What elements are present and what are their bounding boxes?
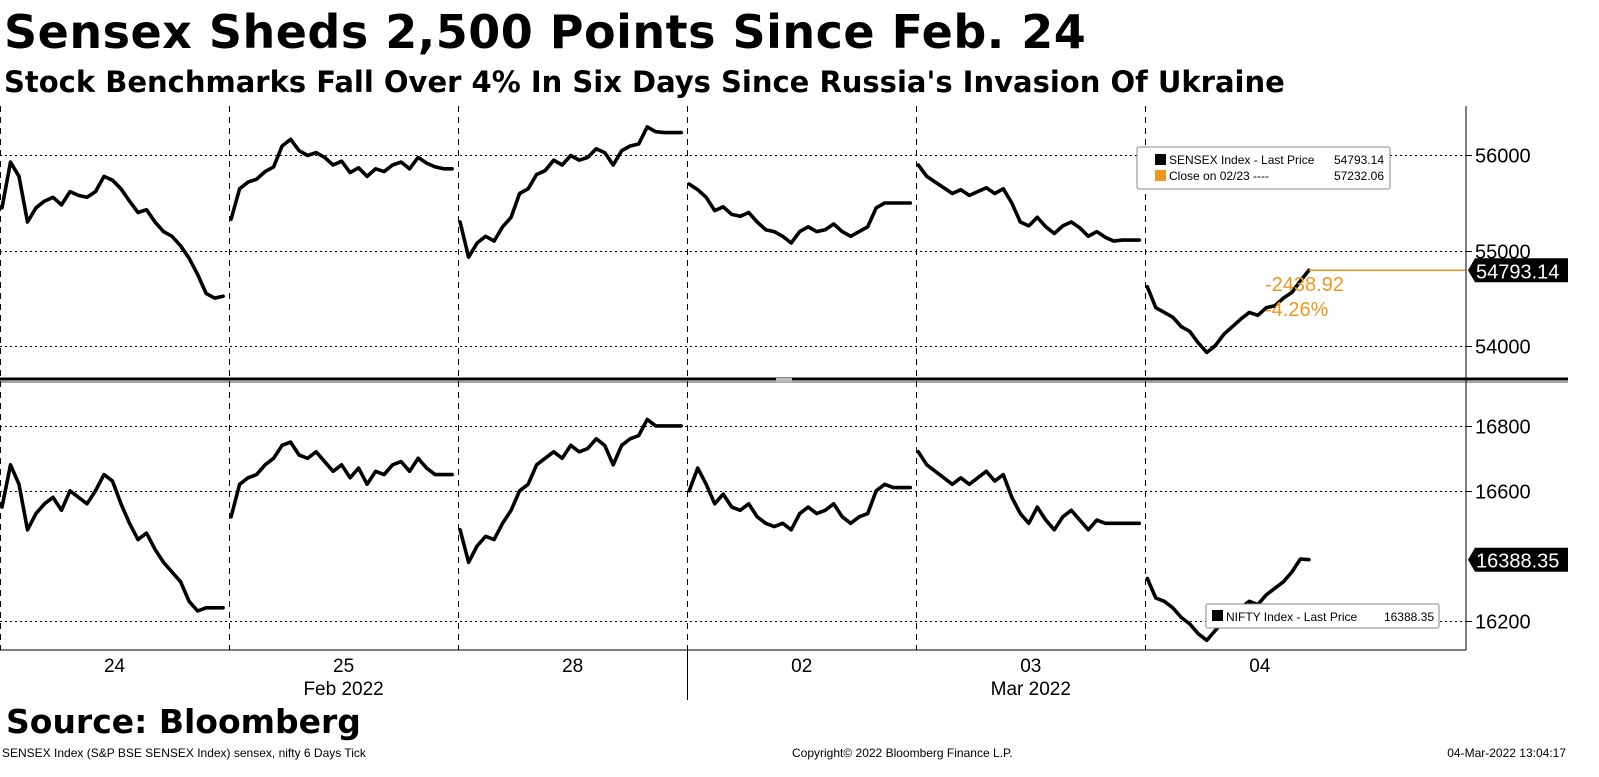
x-tick-label: 24: [104, 656, 126, 677]
legend-value: 16388.35: [1384, 610, 1434, 624]
series-line-day-24: [0, 160, 225, 300]
y-tick-label: 54000: [1475, 337, 1531, 359]
source-label: Source: Bloomberg: [6, 702, 361, 741]
legend-swatch: [1212, 610, 1223, 621]
last-price-value: 54793.14: [1476, 261, 1559, 283]
legend-swatch: [1155, 154, 1166, 165]
y-tick-label: 55000: [1475, 242, 1531, 264]
series-line-day-03: [916, 450, 1142, 532]
y-tick-label: 56000: [1475, 146, 1531, 168]
footer-copyright: Copyright© 2022 Bloomberg Finance L.P.: [792, 746, 1013, 760]
legend-label: Close on 02/23 ----: [1169, 169, 1269, 183]
bloomberg-chart: 54000 55000 56000 54793.14 -2438.92 -4.26% SEN…: [0, 106, 1568, 700]
last-price-tag: 16388.35: [1468, 547, 1568, 573]
legend-label: SENSEX Index - Last Price: [1169, 153, 1315, 167]
legend-label: NIFTY Index - Last Price: [1226, 610, 1357, 624]
footer-timestamp: 04-Mar-2022 13:04:17: [1447, 746, 1566, 760]
x-tick-label: 28: [562, 656, 583, 677]
last-price-tag-bg: [1468, 547, 1568, 572]
chart-title: Sensex Sheds 2,500 Points Since Feb. 24: [4, 5, 1087, 59]
x-tick-label: 04: [1249, 656, 1271, 677]
legend-swatch: [1155, 170, 1166, 181]
series-line-day-28: [458, 417, 683, 565]
legend-box: [1136, 146, 1391, 190]
y-tick-label: 16600: [1475, 482, 1531, 504]
x-month-label: Feb 2022: [303, 679, 383, 700]
series-line-day-04: [1145, 268, 1311, 355]
last-price-tag: 54793.14: [1468, 258, 1568, 283]
legend-box: [1205, 603, 1440, 629]
last-price-tag-bg: [1468, 258, 1568, 283]
x-tick-label: 03: [1020, 656, 1041, 677]
y-tick-label: 16200: [1475, 612, 1531, 634]
series-line-day-25: [229, 137, 454, 221]
series-line-day-24: [0, 463, 225, 613]
x-tick-label: 02: [791, 656, 812, 677]
series-line-day-25: [229, 440, 454, 519]
legend-value: 57232.06: [1334, 169, 1384, 183]
series-line-day-28: [458, 125, 683, 259]
legend-value: 54793.14: [1334, 153, 1384, 167]
chart-subtitle: Stock Benchmarks Fall Over 4% In Six Day…: [4, 65, 1285, 99]
change-label: -4.26%: [1265, 299, 1329, 321]
series-line-day-03: [916, 163, 1142, 243]
legend: SENSEX Index - Last Price 54793.14 Close o…: [1136, 146, 1391, 190]
legend: NIFTY Index - Last Price 16388.35: [1205, 603, 1440, 629]
series-line-day-02: [687, 182, 913, 245]
change-label: -2438.92: [1265, 274, 1344, 296]
x-tick-label: 25: [333, 656, 354, 677]
y-tick-label: 16800: [1475, 417, 1531, 439]
series-line-day-02: [687, 466, 913, 532]
x-month-label: Mar 2022: [991, 679, 1071, 700]
footer-index-note: SENSEX Index (S&P BSE SENSEX Index) sens…: [2, 746, 366, 760]
panel-splitter-handle: [776, 378, 792, 382]
last-price-value: 16388.35: [1476, 551, 1559, 573]
